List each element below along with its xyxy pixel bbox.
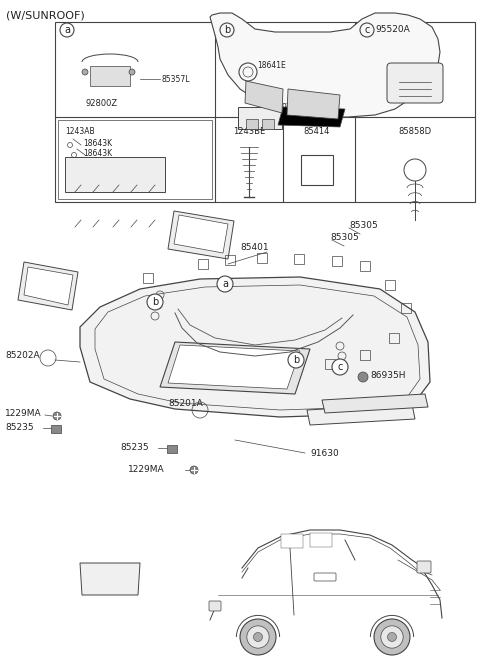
Text: 91630: 91630 <box>310 449 339 457</box>
Polygon shape <box>80 277 430 417</box>
Circle shape <box>288 352 304 368</box>
Bar <box>325 359 335 369</box>
Polygon shape <box>168 345 300 389</box>
Bar <box>55 22 475 202</box>
Bar <box>90 66 130 86</box>
Polygon shape <box>80 563 140 595</box>
Bar <box>167 445 177 453</box>
Polygon shape <box>245 81 283 113</box>
Bar <box>360 261 370 271</box>
Bar <box>225 255 235 265</box>
Bar <box>238 107 282 129</box>
Polygon shape <box>168 211 234 259</box>
Circle shape <box>253 633 263 641</box>
Text: b: b <box>224 25 230 35</box>
Text: 85401: 85401 <box>240 244 269 252</box>
Text: 1229MA: 1229MA <box>128 466 165 474</box>
Circle shape <box>82 69 88 75</box>
Circle shape <box>217 276 233 292</box>
Bar <box>246 119 258 129</box>
Text: 85305: 85305 <box>330 233 359 242</box>
Polygon shape <box>160 342 310 394</box>
Bar <box>360 350 370 360</box>
Circle shape <box>147 294 163 310</box>
Text: 18643K: 18643K <box>83 149 112 158</box>
Polygon shape <box>210 13 440 117</box>
Text: 1243AB: 1243AB <box>65 127 95 136</box>
Circle shape <box>240 619 276 655</box>
Bar <box>281 534 303 548</box>
Bar <box>257 253 267 263</box>
Text: c: c <box>364 25 370 35</box>
Polygon shape <box>24 267 73 305</box>
Text: 85414: 85414 <box>304 127 330 136</box>
Circle shape <box>53 412 61 420</box>
Bar <box>51 425 61 433</box>
Polygon shape <box>278 107 345 127</box>
Bar <box>332 256 342 266</box>
Text: 85858D: 85858D <box>398 127 432 136</box>
Bar <box>389 333 399 343</box>
Circle shape <box>247 626 269 648</box>
Text: b: b <box>152 297 158 307</box>
Text: 95520A: 95520A <box>376 26 410 35</box>
Text: 86935H: 86935H <box>370 371 406 380</box>
Text: 85357L: 85357L <box>161 74 190 83</box>
Polygon shape <box>307 404 415 425</box>
Bar <box>294 254 304 264</box>
Bar <box>143 273 153 283</box>
Bar <box>262 119 274 129</box>
Text: a: a <box>64 25 70 35</box>
Text: (W/SUNROOF): (W/SUNROOF) <box>6 11 85 21</box>
Bar <box>65 157 165 192</box>
Bar <box>385 280 395 290</box>
Polygon shape <box>287 89 340 119</box>
Polygon shape <box>322 394 428 413</box>
Text: c: c <box>337 362 343 372</box>
Text: 85202A: 85202A <box>5 351 40 361</box>
Circle shape <box>387 633 396 641</box>
FancyBboxPatch shape <box>209 601 221 611</box>
Text: 18641E: 18641E <box>257 60 286 70</box>
Polygon shape <box>18 262 78 310</box>
Text: a: a <box>222 279 228 289</box>
Text: 92800Z: 92800Z <box>85 99 117 108</box>
Text: b: b <box>293 355 299 365</box>
FancyBboxPatch shape <box>417 561 431 573</box>
Text: 92890A: 92890A <box>282 102 312 112</box>
Bar <box>401 303 411 313</box>
Text: 85235: 85235 <box>5 422 34 432</box>
Text: 1243BE: 1243BE <box>233 127 265 136</box>
Circle shape <box>190 466 198 474</box>
Bar <box>310 533 332 547</box>
Text: 1229MA: 1229MA <box>5 409 42 419</box>
Text: 85235: 85235 <box>120 443 149 451</box>
Circle shape <box>358 372 368 382</box>
Text: 85305: 85305 <box>349 221 378 231</box>
Circle shape <box>129 69 135 75</box>
FancyBboxPatch shape <box>387 63 443 103</box>
Bar <box>58 120 212 199</box>
Bar <box>198 259 208 269</box>
Polygon shape <box>174 215 228 253</box>
Circle shape <box>381 626 403 648</box>
Circle shape <box>374 619 410 655</box>
Bar <box>301 155 333 185</box>
Text: 85201A: 85201A <box>168 399 203 407</box>
Text: 18643K: 18643K <box>83 139 112 148</box>
Circle shape <box>332 359 348 375</box>
